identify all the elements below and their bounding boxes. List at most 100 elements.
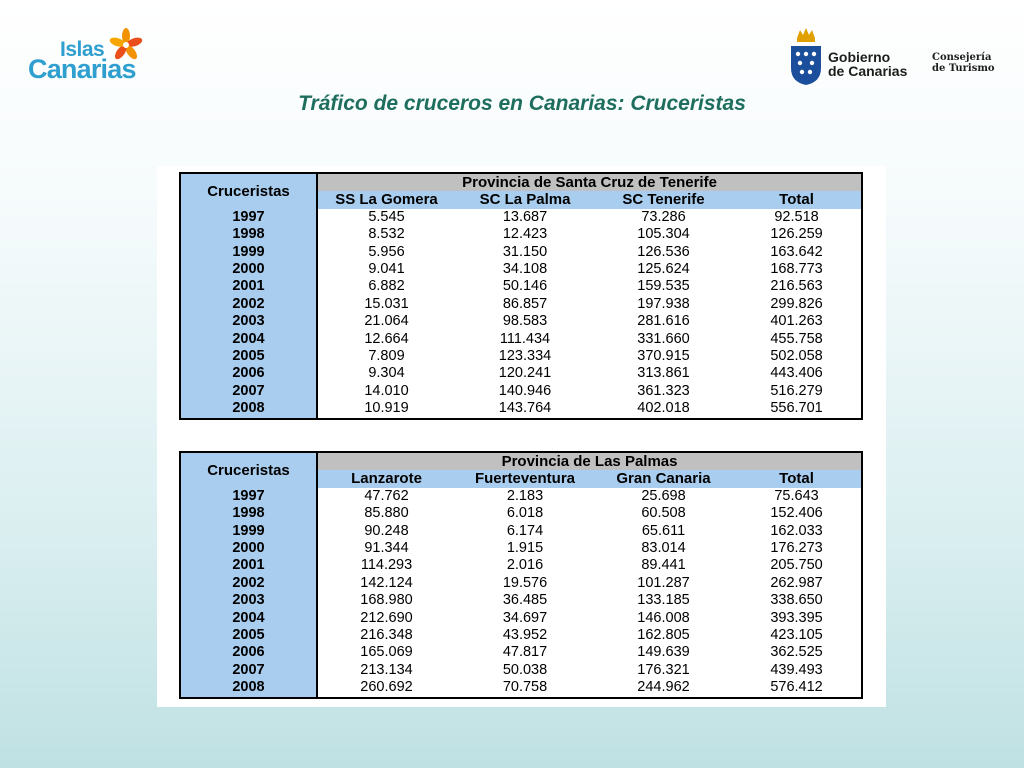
year-cell: 2008 bbox=[179, 679, 318, 699]
column-header: SC La Palma bbox=[455, 191, 595, 209]
table-row: 2000 91.344 1.915 83.014 176.273 bbox=[179, 540, 864, 558]
year-cell: 1999 bbox=[179, 243, 318, 262]
flower-logo-icon bbox=[109, 28, 143, 60]
province-header: Provincia de Las Palmas bbox=[317, 450, 864, 471]
value-cell: 50.146 bbox=[502, 278, 548, 295]
value-cell: 362.525 bbox=[732, 644, 864, 662]
value-cell: 19.576 bbox=[502, 574, 548, 591]
value-cell: 281.616 bbox=[637, 313, 690, 330]
table-row: 2000 9.041 34.108 125.624 168.773 bbox=[179, 261, 864, 279]
table-row: 2003 21.064 98.583 281.616 401.263 bbox=[179, 313, 864, 331]
column-header: Gran Canaria bbox=[595, 470, 732, 488]
value-cell: 212.690 bbox=[360, 609, 413, 626]
table-row: 2004 212.690 34.697 146.008 393.395 bbox=[179, 609, 864, 628]
year-cell: 2001 bbox=[179, 278, 318, 296]
value-cell: 216.563 bbox=[732, 278, 864, 296]
column-header: Total bbox=[732, 470, 864, 488]
year-cell: 2008 bbox=[179, 400, 318, 420]
table-row: 2001 114.293 2.016 89.441 205.750 bbox=[179, 557, 864, 575]
year-cell: 1997 bbox=[179, 208, 318, 227]
value-cell: 205.750 bbox=[732, 557, 864, 575]
value-cell: 15.031 bbox=[364, 295, 409, 312]
value-cell: 101.287 bbox=[637, 574, 690, 591]
table-row: 2007 213.134 50.038 176.321 439.493 bbox=[179, 661, 864, 680]
table-row: 1998 85.880 6.018 60.508 152.406 bbox=[179, 505, 864, 523]
value-cell: 152.406 bbox=[732, 505, 864, 523]
value-cell: 140.946 bbox=[498, 382, 552, 399]
table-row: 1997 47.762 2.183 25.698 75.643 bbox=[179, 487, 864, 506]
year-cell: 2006 bbox=[179, 644, 318, 662]
value-cell: 439.493 bbox=[732, 661, 864, 680]
year-cell: 2003 bbox=[179, 313, 318, 331]
table-row: 2006 9.304 120.241 313.861 443.406 bbox=[179, 365, 864, 383]
value-cell: 70.758 bbox=[455, 679, 595, 699]
row-header-label: Cruceristas bbox=[179, 451, 318, 488]
tables-panel: Cruceristas Provincia de Santa Cruz de Te… bbox=[157, 166, 886, 707]
value-cell: 262.987 bbox=[732, 574, 864, 593]
year-cell: 2000 bbox=[179, 261, 318, 279]
value-cell: 12.664 bbox=[364, 330, 409, 347]
value-cell: 98.583 bbox=[502, 313, 548, 330]
value-cell: 91.344 bbox=[364, 540, 409, 557]
value-cell: 114.293 bbox=[360, 557, 413, 574]
value-cell: 7.809 bbox=[368, 348, 405, 365]
value-cell: 85.880 bbox=[364, 505, 409, 522]
value-cell: 12.423 bbox=[502, 226, 548, 243]
value-cell: 556.701 bbox=[732, 400, 864, 420]
value-cell: 393.395 bbox=[732, 609, 864, 628]
value-cell: 5.956 bbox=[368, 243, 405, 260]
value-cell: 125.624 bbox=[637, 261, 690, 278]
las-palmas-table: Cruceristas Provincia de Las Palmas Lanzar… bbox=[179, 450, 864, 699]
year-cell: 2001 bbox=[179, 557, 318, 575]
table-row: 2006 165.069 47.817 149.639 362.525 bbox=[179, 644, 864, 662]
value-cell: 516.279 bbox=[732, 382, 864, 401]
value-cell: 146.008 bbox=[637, 609, 690, 626]
value-cell: 260.692 bbox=[317, 679, 455, 699]
value-cell: 2.016 bbox=[506, 557, 544, 574]
row-header-label: Cruceristas bbox=[179, 172, 318, 209]
value-cell: 165.069 bbox=[360, 644, 413, 661]
column-header: Fuerteventura bbox=[455, 470, 595, 488]
value-cell: 65.611 bbox=[641, 522, 686, 539]
value-cell: 111.434 bbox=[499, 330, 551, 347]
value-cell: 216.348 bbox=[360, 627, 413, 644]
year-cell: 2002 bbox=[179, 295, 318, 314]
value-cell: 21.064 bbox=[364, 313, 409, 330]
value-cell: 299.826 bbox=[732, 295, 864, 314]
column-header: Total bbox=[732, 191, 864, 209]
table-row: 1999 5.956 31.150 126.536 163.642 bbox=[179, 243, 864, 262]
value-cell: 34.108 bbox=[502, 261, 548, 278]
value-cell: 73.286 bbox=[641, 208, 686, 225]
province-header: Provincia de Santa Cruz de Tenerife bbox=[317, 171, 864, 192]
value-cell: 34.697 bbox=[502, 609, 548, 626]
year-cell: 1998 bbox=[179, 226, 318, 244]
value-cell: 60.508 bbox=[641, 505, 686, 522]
table-row: 1997 5.545 13.687 73.286 92.518 bbox=[179, 208, 864, 227]
value-cell: 162.805 bbox=[637, 627, 690, 644]
year-cell: 2005 bbox=[179, 348, 318, 366]
table-row: 2002 142.124 19.576 101.287 262.987 bbox=[179, 574, 864, 593]
value-cell: 13.687 bbox=[502, 208, 548, 225]
value-cell: 9.041 bbox=[368, 261, 405, 278]
value-cell: 89.441 bbox=[641, 557, 686, 574]
table-row: 2003 168.980 36.485 133.185 338.650 bbox=[179, 592, 864, 610]
table-row: 2007 14.010 140.946 361.323 516.279 bbox=[179, 382, 864, 401]
page-title: Tráfico de cruceros en Canarias: Cruceri… bbox=[298, 92, 746, 115]
value-cell: 402.018 bbox=[595, 400, 732, 420]
value-cell: 361.323 bbox=[637, 382, 690, 399]
value-cell: 502.058 bbox=[732, 348, 864, 366]
year-cell: 1999 bbox=[179, 522, 318, 541]
value-cell: 92.518 bbox=[732, 208, 864, 227]
value-cell: 176.321 bbox=[637, 661, 690, 678]
value-cell: 423.105 bbox=[732, 627, 864, 645]
value-cell: 162.033 bbox=[732, 522, 864, 541]
value-cell: 105.304 bbox=[637, 226, 690, 243]
islas-canarias-logo: Islas Canarias bbox=[28, 28, 148, 84]
year-cell: 2007 bbox=[179, 661, 318, 680]
value-cell: 149.639 bbox=[637, 644, 690, 661]
year-cell: 2007 bbox=[179, 382, 318, 401]
table-row: 2004 12.664 111.434 331.660 455.758 bbox=[179, 330, 864, 349]
year-cell: 2002 bbox=[179, 574, 318, 593]
value-cell: 443.406 bbox=[732, 365, 864, 383]
logo-canarias-text: Canarias bbox=[28, 54, 136, 84]
